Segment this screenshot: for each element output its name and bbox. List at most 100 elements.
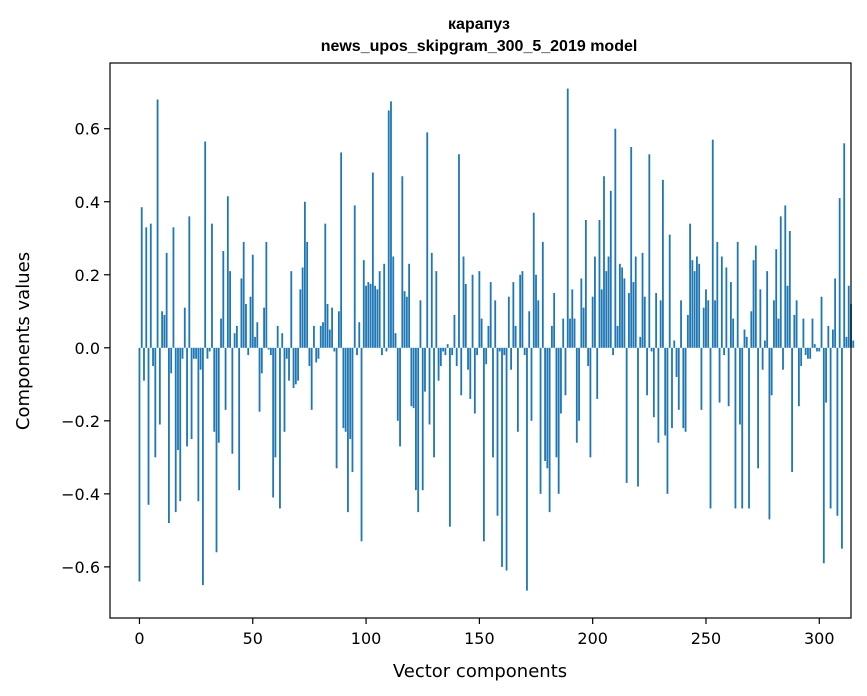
- bar: [455, 347, 458, 367]
- bar: [696, 256, 698, 348]
- bar: [847, 285, 850, 348]
- bar: [807, 347, 809, 359]
- bar: [650, 347, 653, 352]
- bar: [381, 347, 383, 356]
- bar: [412, 347, 415, 409]
- bar: [655, 293, 658, 348]
- bar: [682, 347, 685, 429]
- bar: [324, 223, 327, 348]
- bar: [700, 347, 703, 410]
- bar: [183, 307, 186, 348]
- x-tick-label: 50: [243, 629, 263, 648]
- bar: [507, 296, 510, 348]
- bar: [578, 347, 580, 421]
- bar: [403, 291, 406, 348]
- bar: [720, 256, 723, 348]
- bar: [512, 282, 515, 348]
- bar: [709, 347, 712, 509]
- bar: [430, 252, 433, 348]
- bar: [401, 176, 404, 348]
- bar: [383, 263, 386, 348]
- bar: [186, 347, 188, 447]
- bar: [279, 347, 281, 509]
- bar: [587, 347, 590, 367]
- bar: [766, 271, 769, 348]
- bar: [140, 207, 143, 348]
- bar: [589, 347, 592, 458]
- bar: [550, 325, 553, 348]
- bar: [537, 300, 540, 348]
- bar: [340, 152, 343, 348]
- bar: [768, 347, 771, 520]
- bar: [786, 285, 789, 348]
- bar: [408, 263, 411, 348]
- bar: [761, 347, 764, 370]
- bar: [419, 300, 422, 348]
- bar: [226, 196, 229, 348]
- bar: [213, 347, 216, 432]
- bar: [662, 179, 664, 348]
- bar: [415, 347, 417, 491]
- bar: [467, 347, 469, 370]
- bar: [777, 318, 780, 348]
- bar: [394, 333, 397, 348]
- bar: [487, 325, 490, 348]
- bar: [816, 347, 818, 352]
- bar: [231, 347, 234, 454]
- bar: [351, 347, 354, 472]
- bar: [684, 347, 687, 432]
- bar: [698, 263, 701, 348]
- bar: [288, 347, 290, 381]
- bar: [285, 347, 288, 359]
- bar: [693, 271, 696, 348]
- bar: [433, 347, 435, 458]
- bar: [707, 300, 710, 348]
- bar: [584, 220, 587, 348]
- bar: [725, 267, 728, 348]
- bar: [797, 347, 800, 407]
- bar: [526, 347, 528, 591]
- bar: [822, 347, 825, 564]
- bar: [290, 271, 293, 348]
- bar: [782, 347, 784, 370]
- bar: [299, 289, 302, 348]
- bar: [609, 190, 612, 348]
- bar: [473, 347, 476, 414]
- bar: [582, 307, 585, 348]
- bar: [630, 146, 633, 348]
- bar: [498, 347, 501, 352]
- bar: [254, 336, 256, 348]
- bar: [800, 347, 803, 367]
- bar: [571, 289, 574, 348]
- bar: [648, 154, 651, 348]
- y-tick-label: −0.6: [61, 558, 100, 577]
- bar: [371, 172, 374, 348]
- bar: [723, 347, 725, 356]
- bar: [485, 347, 488, 365]
- bar: [621, 267, 624, 348]
- bar: [523, 347, 526, 356]
- bar: [202, 347, 204, 586]
- bar: [161, 311, 164, 348]
- bar: [802, 318, 805, 348]
- bar: [813, 344, 816, 348]
- bar: [773, 300, 775, 348]
- bar: [641, 252, 644, 348]
- bar: [428, 347, 431, 425]
- bar: [260, 347, 263, 374]
- bar: [727, 347, 730, 407]
- bar: [569, 318, 571, 348]
- bar: [820, 296, 823, 348]
- bar: [852, 340, 855, 348]
- bar: [444, 347, 447, 356]
- bar: [838, 198, 841, 348]
- bar: [396, 347, 399, 421]
- bar-series: [138, 88, 855, 591]
- bar: [607, 256, 610, 348]
- bar: [605, 271, 608, 348]
- bar: [245, 303, 247, 348]
- bar: [233, 333, 236, 348]
- bar: [510, 347, 512, 370]
- bar: [417, 347, 420, 513]
- bar: [748, 347, 750, 509]
